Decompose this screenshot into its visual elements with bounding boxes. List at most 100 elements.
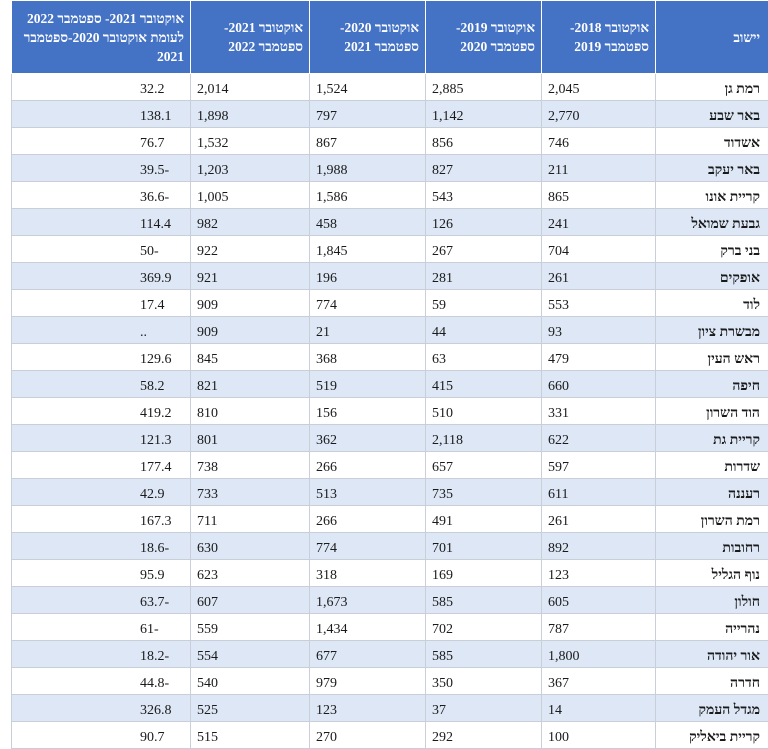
cell-value-2019-2020: 1,142 (426, 101, 542, 128)
cell-change-percent: 50- (12, 236, 191, 263)
cell-value-2020-2021: 266 (310, 506, 426, 533)
cell-value-2019-2020: 510 (426, 398, 542, 425)
cell-value-2018-2019: 553 (542, 290, 656, 317)
cell-change-percent: 36.6- (12, 182, 191, 209)
cell-value-2018-2019: 367 (542, 668, 656, 695)
header-2021-2022: אוקטובר 2021- ספטמבר 2022 (191, 1, 310, 74)
cell-value-2018-2019: 865 (542, 182, 656, 209)
cell-value-2021-2022: 1,532 (191, 128, 310, 155)
cell-value-2020-2021: 156 (310, 398, 426, 425)
cell-value-2018-2019: 1,800 (542, 641, 656, 668)
cell-value-2021-2022: 2,014 (191, 74, 310, 101)
cell-city: קריית גת (656, 425, 768, 452)
cell-value-2018-2019: 787 (542, 614, 656, 641)
cell-value-2021-2022: 909 (191, 290, 310, 317)
cell-city: אור יהודה (656, 641, 768, 668)
cell-value-2021-2022: 733 (191, 479, 310, 506)
cell-city: באר יעקב (656, 155, 768, 182)
cell-value-2018-2019: 660 (542, 371, 656, 398)
cell-change-percent: 44.8- (12, 668, 191, 695)
cell-city: רחובות (656, 533, 768, 560)
cell-value-2020-2021: 519 (310, 371, 426, 398)
header-city: יישוב (656, 1, 768, 74)
cell-value-2019-2020: 856 (426, 128, 542, 155)
cell-value-2019-2020: 267 (426, 236, 542, 263)
cell-value-2019-2020: 44 (426, 317, 542, 344)
cell-change-percent: 39.5- (12, 155, 191, 182)
cell-value-2019-2020: 2,885 (426, 74, 542, 101)
cell-value-2020-2021: 1,673 (310, 587, 426, 614)
cell-value-2020-2021: 979 (310, 668, 426, 695)
cell-change-percent: 90.7 (12, 722, 191, 749)
cell-value-2019-2020: 543 (426, 182, 542, 209)
header-row: יישוב אוקטובר 2018- ספטמבר 2019 אוקטובר … (12, 1, 768, 74)
cell-value-2020-2021: 266 (310, 452, 426, 479)
cell-value-2018-2019: 261 (542, 263, 656, 290)
cell-city: מבשרת ציון (656, 317, 768, 344)
cell-value-2020-2021: 774 (310, 290, 426, 317)
cell-value-2019-2020: 2,118 (426, 425, 542, 452)
cell-value-2018-2019: 211 (542, 155, 656, 182)
cell-value-2021-2022: 982 (191, 209, 310, 236)
cell-change-percent: 121.3 (12, 425, 191, 452)
cell-value-2020-2021: 797 (310, 101, 426, 128)
cell-value-2020-2021: 1,524 (310, 74, 426, 101)
cell-value-2019-2020: 701 (426, 533, 542, 560)
cell-city: רמת השרון (656, 506, 768, 533)
cell-value-2018-2019: 746 (542, 128, 656, 155)
cell-value-2018-2019: 892 (542, 533, 656, 560)
cell-value-2020-2021: 196 (310, 263, 426, 290)
cell-city: ראש העין (656, 344, 768, 371)
cell-value-2020-2021: 513 (310, 479, 426, 506)
cell-change-percent: 17.4 (12, 290, 191, 317)
cell-value-2018-2019: 622 (542, 425, 656, 452)
cell-value-2018-2019: 123 (542, 560, 656, 587)
cell-value-2019-2020: 702 (426, 614, 542, 641)
cell-change-percent: 18.2- (12, 641, 191, 668)
cell-city: חדרה (656, 668, 768, 695)
cell-value-2020-2021: 123 (310, 695, 426, 722)
header-2020-2021: אוקטובר 2020- ספטמבר 2021 (310, 1, 426, 74)
cell-change-percent: 76.7 (12, 128, 191, 155)
cell-change-percent: 63.7- (12, 587, 191, 614)
cell-value-2020-2021: 1,845 (310, 236, 426, 263)
cell-change-percent: 32.2 (12, 74, 191, 101)
cell-change-percent: .. (12, 317, 191, 344)
cell-change-percent: 369.9 (12, 263, 191, 290)
cell-value-2018-2019: 2,045 (542, 74, 656, 101)
cell-value-2019-2020: 59 (426, 290, 542, 317)
cell-change-percent: 95.9 (12, 560, 191, 587)
cell-value-2021-2022: 607 (191, 587, 310, 614)
cell-value-2021-2022: 909 (191, 317, 310, 344)
cell-value-2021-2022: 801 (191, 425, 310, 452)
cell-value-2019-2020: 491 (426, 506, 542, 533)
cell-value-2021-2022: 525 (191, 695, 310, 722)
cell-value-2019-2020: 415 (426, 371, 542, 398)
cell-value-2019-2020: 63 (426, 344, 542, 371)
cell-change-percent: 114.4 (12, 209, 191, 236)
cell-change-percent: 326.8 (12, 695, 191, 722)
cell-value-2018-2019: 2,770 (542, 101, 656, 128)
cell-city: מגדל העמק (656, 695, 768, 722)
cell-city: קריית אונו (656, 182, 768, 209)
cell-value-2021-2022: 554 (191, 641, 310, 668)
cell-value-2021-2022: 738 (191, 452, 310, 479)
cell-value-2018-2019: 605 (542, 587, 656, 614)
cell-value-2020-2021: 1,434 (310, 614, 426, 641)
cell-value-2021-2022: 1,898 (191, 101, 310, 128)
cell-city: נהרייה (656, 614, 768, 641)
cell-city: שדרות (656, 452, 768, 479)
cell-city: לוד (656, 290, 768, 317)
